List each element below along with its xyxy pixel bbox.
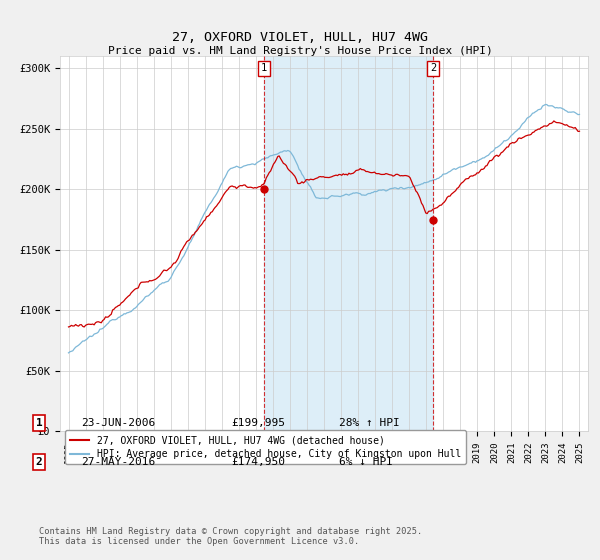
Text: 28% ↑ HPI: 28% ↑ HPI — [339, 418, 400, 428]
Text: 6% ↓ HPI: 6% ↓ HPI — [339, 457, 393, 467]
Text: Contains HM Land Registry data © Crown copyright and database right 2025.
This d: Contains HM Land Registry data © Crown c… — [39, 526, 422, 546]
Text: 27, OXFORD VIOLET, HULL, HU7 4WG: 27, OXFORD VIOLET, HULL, HU7 4WG — [172, 31, 428, 44]
Text: £199,995: £199,995 — [231, 418, 285, 428]
Text: 27-MAY-2016: 27-MAY-2016 — [81, 457, 155, 467]
Bar — [264, 56, 433, 431]
Text: 2: 2 — [35, 457, 43, 467]
Text: 2: 2 — [430, 63, 436, 73]
Text: 1: 1 — [261, 63, 267, 73]
Text: 23-JUN-2006: 23-JUN-2006 — [81, 418, 155, 428]
Text: 1: 1 — [35, 418, 43, 428]
Text: £174,950: £174,950 — [231, 457, 285, 467]
Text: Price paid vs. HM Land Registry's House Price Index (HPI): Price paid vs. HM Land Registry's House … — [107, 46, 493, 56]
Legend: 27, OXFORD VIOLET, HULL, HU7 4WG (detached house), HPI: Average price, detached : 27, OXFORD VIOLET, HULL, HU7 4WG (detach… — [65, 431, 466, 464]
